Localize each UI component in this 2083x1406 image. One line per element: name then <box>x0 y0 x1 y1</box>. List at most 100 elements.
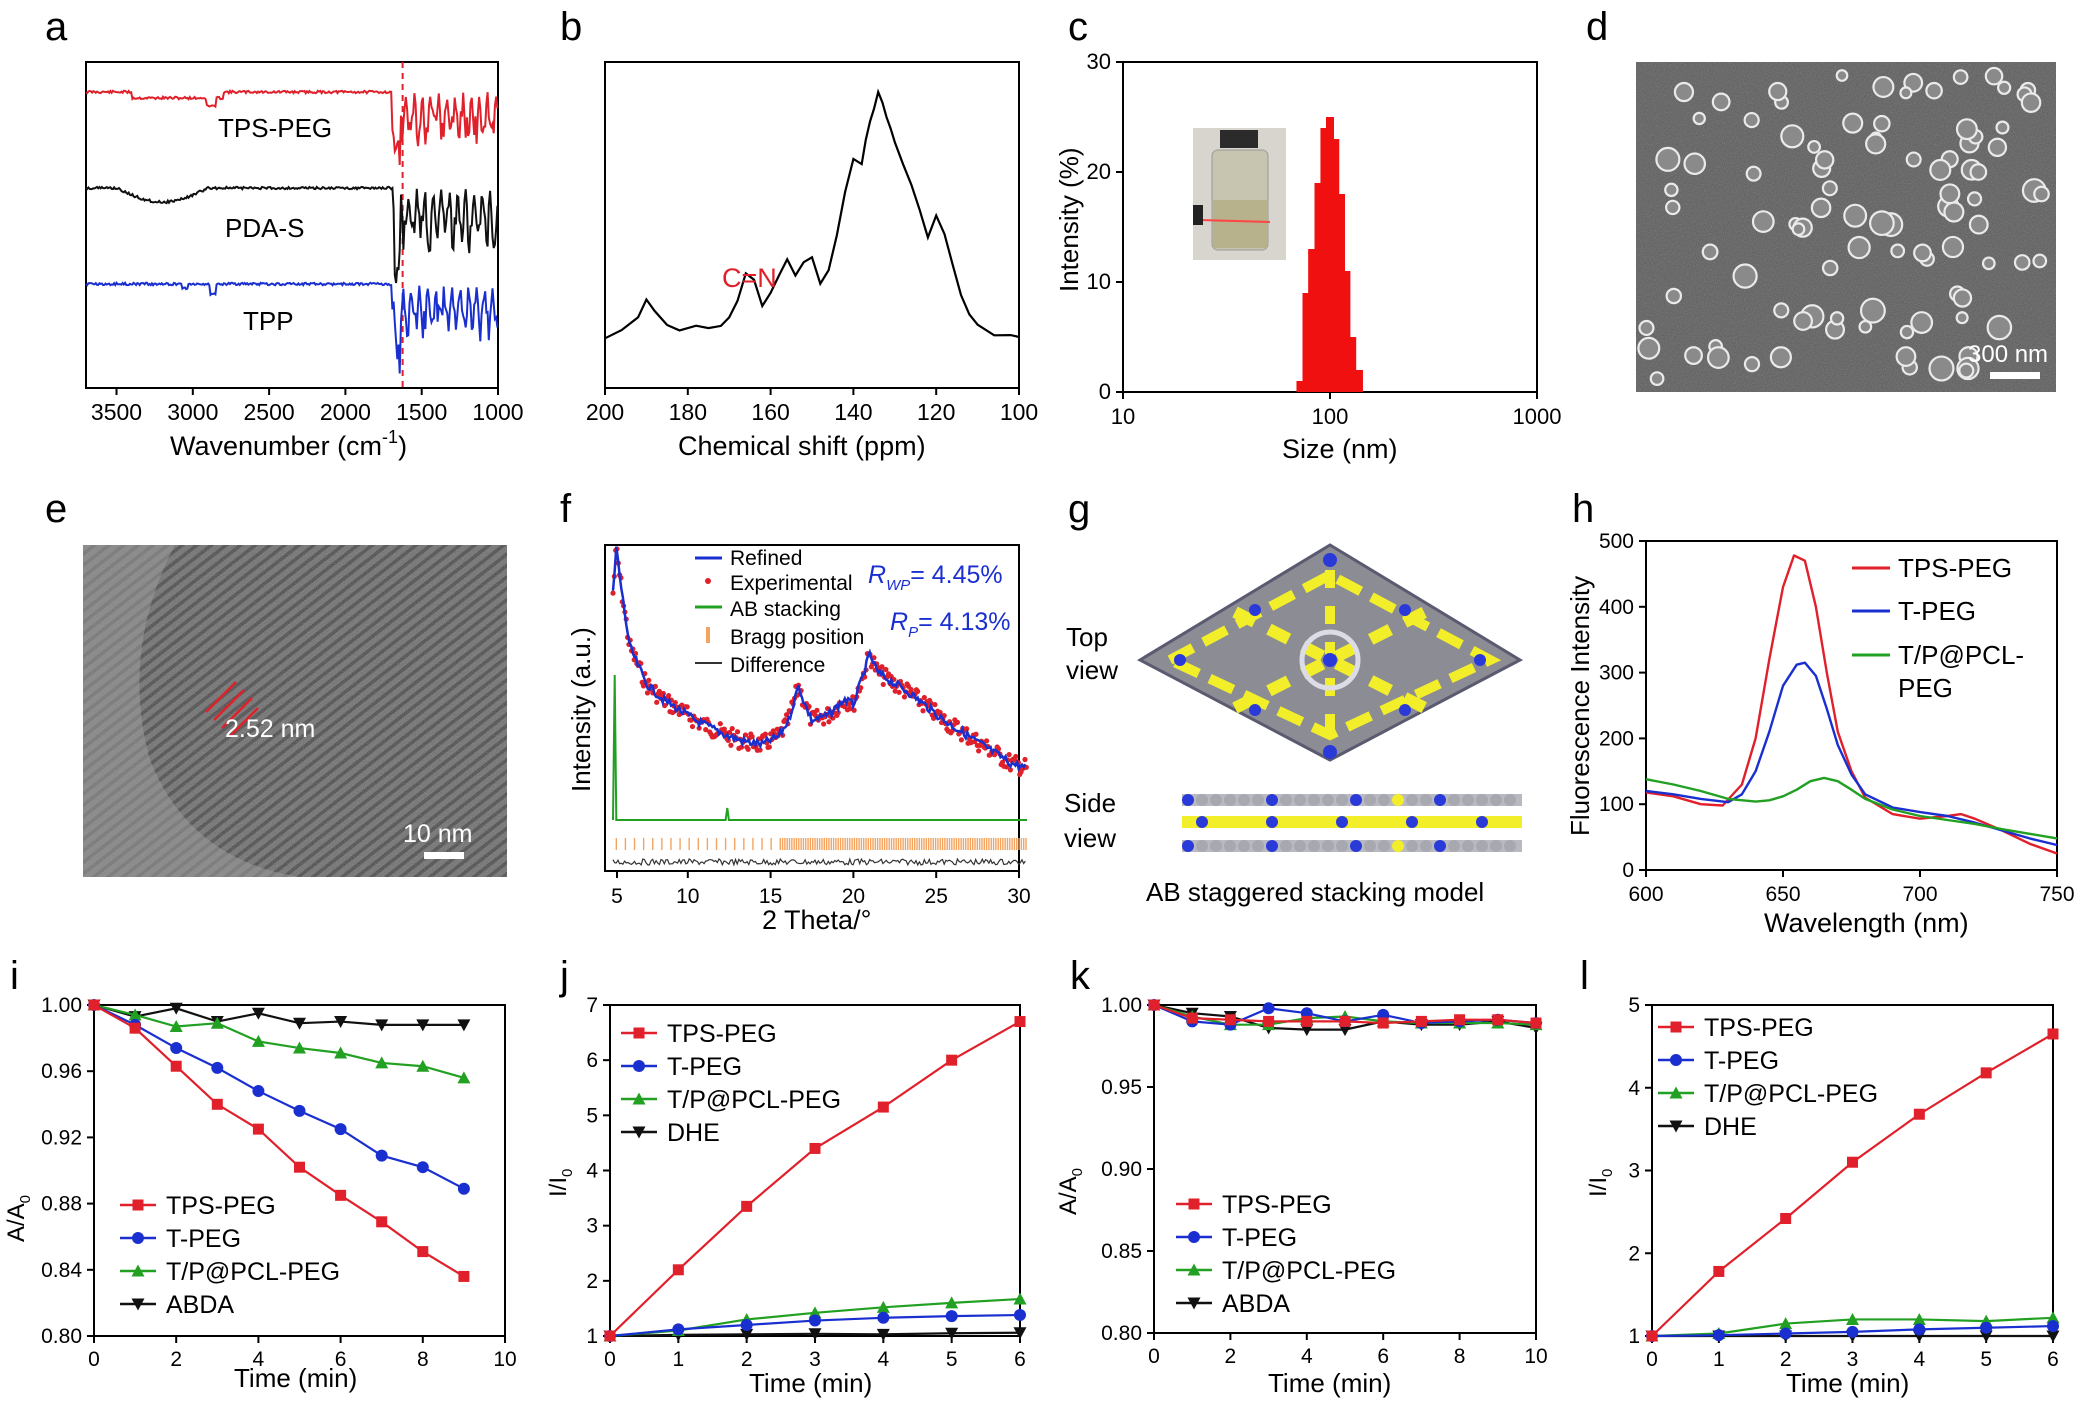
sem-particle <box>1706 346 1730 370</box>
panel-h-spectrum-1 <box>1645 661 2058 847</box>
side-atom <box>1238 816 1250 828</box>
sem-particle <box>1958 362 1975 379</box>
side-atom <box>1266 794 1278 806</box>
side-atom <box>1196 794 1208 806</box>
panel-i-axes: 0 2 4 6 8 10 0.80 0.84 0.88 0.92 0.96 1.00 <box>41 994 517 1371</box>
panel-j-legend-marker <box>633 1027 645 1039</box>
panel-i-line-0 <box>93 1004 465 1278</box>
panel-h-x-label: Wavelength (nm) <box>1764 908 1969 938</box>
panel-k-x-tick-label: 4 <box>1301 1345 1313 1368</box>
side-atom <box>1434 840 1446 852</box>
panel-l-point <box>1846 1325 1859 1338</box>
sem-particle <box>1943 201 1965 223</box>
sem-particle <box>1751 210 1775 234</box>
panel-f-exp-point <box>766 744 772 750</box>
panel-d-letter: d <box>1586 5 1608 49</box>
panel-f-legend-refined: Refined <box>730 547 802 570</box>
panel-f-letter: f <box>560 487 572 531</box>
panel-h-spectrum-2 <box>1645 776 2058 840</box>
panel-j-point <box>876 1328 890 1341</box>
panel-k-point <box>1338 1024 1352 1037</box>
side-atom <box>1406 816 1418 828</box>
panel-f-x-tick-label: 20 <box>842 885 865 908</box>
panel-f-exp-point <box>847 706 853 712</box>
panel-h-spectra <box>1645 554 2058 855</box>
side-atom <box>1336 840 1348 852</box>
panel-h-axes: 600 650 700 750 0 100 200 300 400 500 <box>1599 530 2075 906</box>
side-atom <box>1252 840 1264 852</box>
sem-particle <box>1955 118 1978 141</box>
sem-particle <box>1890 243 1906 259</box>
panel-j-legend-marker <box>633 1060 645 1072</box>
panel-j-series <box>603 1016 1027 1343</box>
side-atom <box>1224 816 1236 828</box>
panel-a-x-label: Wavenumber (cm-1) <box>170 427 407 461</box>
panel-j-y-tick-label: 5 <box>586 1104 598 1127</box>
panel-f-exp-point <box>915 688 921 694</box>
panel-l-letter: l <box>1580 954 1589 998</box>
sem-particle <box>1986 314 2013 341</box>
panel-j-y-tick-label: 6 <box>586 1049 598 1072</box>
panel-b-nmr-trace <box>604 88 1020 340</box>
panel-l-legend-marker <box>1669 1086 1683 1099</box>
side-atom <box>1196 816 1208 828</box>
side-atom <box>1420 840 1432 852</box>
panel-l-point <box>1779 1317 1793 1330</box>
panel-l-x-tick-label: 3 <box>1847 1348 1859 1371</box>
panel-j-y-tick-label: 3 <box>586 1215 598 1238</box>
panel-a-letter: a <box>45 5 68 49</box>
side-atom <box>1182 816 1194 828</box>
side-atom <box>1182 794 1194 806</box>
panel-k: k 0 2 4 6 8 10 0.80 0.85 0.90 0.95 1.00 TPS-PEG T-P… <box>1055 954 1548 1398</box>
panel-c-x-tick-label: 100 <box>1312 404 1349 429</box>
sem-particle <box>1793 311 1814 331</box>
panel-j-legend-label: TPS-PEG <box>667 1020 777 1048</box>
panel-f-exp-point <box>932 702 938 708</box>
panel-f-frame <box>604 544 1020 872</box>
sem-particle <box>1810 197 1832 219</box>
panel-l-y-tick-label: 1 <box>1628 1325 1640 1348</box>
panel-i-point <box>251 1007 265 1020</box>
panel-k-y-tick-label: 1.00 <box>1101 994 1142 1017</box>
sem-particle <box>1701 243 1719 261</box>
lattice-marker <box>205 681 259 737</box>
panel-e-scale-label: 10 nm <box>403 820 472 848</box>
panel-i-frame <box>93 1004 506 1337</box>
sem-particle <box>1655 146 1681 172</box>
panel-j-point <box>945 1296 959 1309</box>
panel-l-point <box>1846 1312 1859 1325</box>
panel-i-legend-label: TPS-PEG <box>166 1192 276 1220</box>
side-atom <box>1182 840 1194 852</box>
panel-f-exp-point <box>1003 764 1010 770</box>
panel-i-point <box>210 1016 224 1029</box>
panel-l-point <box>2047 1320 2059 1333</box>
panel-j-point <box>740 1328 754 1341</box>
panel-c-letter: c <box>1068 5 1088 49</box>
panel-f-y-label: Intensity (a.u.) <box>566 627 596 792</box>
sem-particle <box>2020 92 2042 113</box>
panel-l-x-tick-label: 4 <box>1913 1348 1925 1371</box>
crystal-side-view <box>1182 794 1522 852</box>
panel-k-series <box>1147 998 1543 1037</box>
side-atom <box>1490 816 1502 828</box>
panel-j-point <box>945 1310 958 1323</box>
panel-k-point <box>1224 1014 1236 1026</box>
panel-f-exp-point <box>892 688 898 694</box>
panel-k-point <box>1301 1015 1313 1027</box>
panel-l-point <box>1646 1330 1658 1342</box>
panel-k-point <box>1148 999 1160 1011</box>
panel-i-line-1 <box>93 1004 465 1190</box>
panel-l-x-label: Time (min) <box>1786 1368 1909 1398</box>
panel-f-x-tick-label: 5 <box>611 885 623 908</box>
panel-l-legend-marker <box>1669 1120 1683 1133</box>
panel-l-point <box>1912 1312 1926 1325</box>
panel-f-exp-point <box>670 709 676 716</box>
sem-particle <box>1791 222 1806 237</box>
panel-i-legend-label: T/P@PCL-PEG <box>166 1258 340 1286</box>
side-atom <box>1462 840 1474 852</box>
panel-g-top-label-1: Top <box>1066 622 1108 652</box>
panel-i-legend: TPS-PEG T-PEG T/P@PCL-PEG ABDA <box>120 1192 340 1319</box>
sem-particle <box>1966 191 1983 207</box>
panel-f-exp-point <box>1013 753 1019 760</box>
